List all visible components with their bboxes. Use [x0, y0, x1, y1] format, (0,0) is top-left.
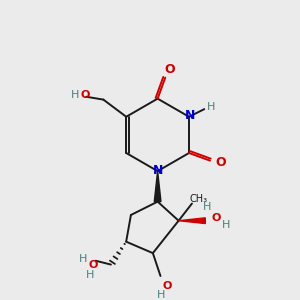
Text: H: H [207, 102, 215, 112]
Text: H: H [222, 220, 230, 230]
Polygon shape [154, 171, 161, 202]
Polygon shape [178, 218, 205, 224]
Text: H: H [157, 290, 166, 300]
Text: N: N [152, 164, 163, 177]
Text: CH₃: CH₃ [190, 194, 208, 204]
Text: H: H [203, 202, 212, 212]
Text: O: O [165, 63, 175, 76]
Text: H: H [70, 90, 79, 100]
Text: O: O [163, 280, 172, 290]
Text: N: N [185, 109, 195, 122]
Text: O: O [211, 213, 220, 223]
Text: O: O [81, 90, 90, 100]
Text: H: H [86, 270, 94, 280]
Text: H: H [79, 254, 87, 264]
Text: O: O [88, 260, 98, 270]
Text: O: O [215, 156, 226, 169]
